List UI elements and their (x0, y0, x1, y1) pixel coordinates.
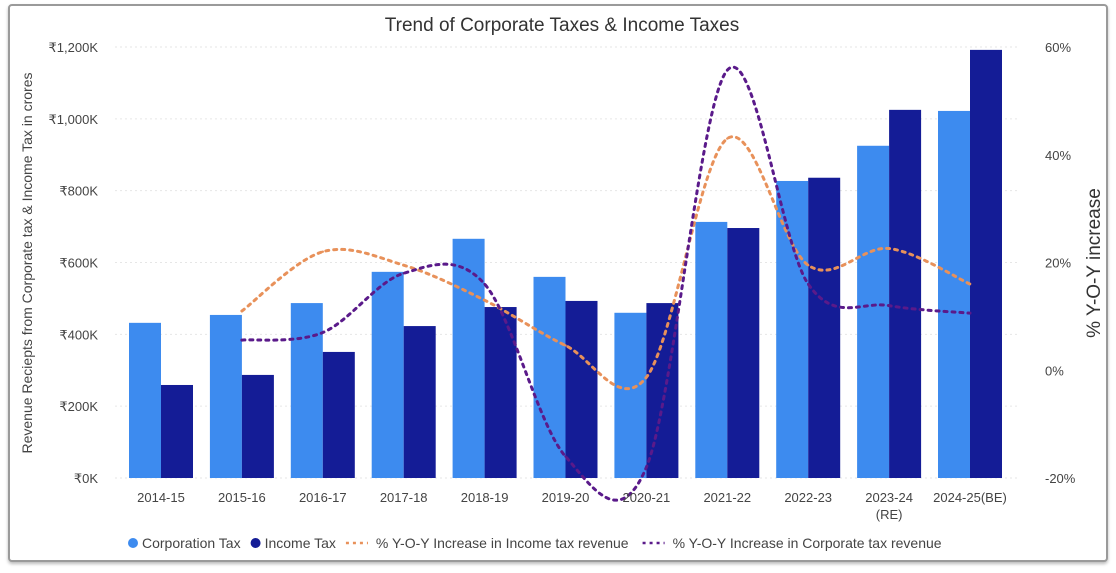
y2-ticks: -20% 0% 20% 40% 60% (1045, 40, 1076, 486)
legend-label: % Y-O-Y Increase in Corporate tax revenu… (673, 535, 942, 551)
bar-corporation-tax (290, 303, 323, 478)
line-point (887, 304, 891, 307)
lines (240, 65, 972, 502)
y2-tick-label: 20% (1045, 256, 1071, 271)
line-point (968, 311, 972, 315)
x-tick-label-line: 2015-16 (218, 490, 266, 505)
line-point (321, 250, 324, 253)
x-tick-label: 2015-16 (218, 490, 266, 505)
x-tick-label-line: 2023-24 (865, 490, 913, 505)
line-point (402, 263, 405, 267)
legend-marker-corporation (128, 538, 138, 548)
x-tick-label-line: (RE) (876, 507, 903, 522)
y-tick-label: ₹400K (59, 327, 98, 342)
bar-income-tax (565, 300, 598, 478)
x-tick-label-line: 2020-21 (623, 490, 671, 505)
y2-tick-label: 40% (1045, 148, 1071, 163)
x-tick-label: 2022-23 (784, 490, 832, 505)
bar-income-tax (808, 177, 841, 478)
line-point (645, 376, 648, 379)
bar-corporation-tax (452, 238, 485, 478)
x-tick-label: 2020-21 (623, 490, 671, 505)
line-point (483, 282, 486, 286)
bar-income-tax (970, 49, 1002, 479)
line-point (321, 331, 324, 334)
x-tick-label-line: 2016-17 (299, 490, 347, 505)
line-point (807, 263, 810, 267)
y-tick-label: ₹800K (59, 184, 98, 199)
line-point (240, 338, 244, 342)
x-tick-label: 2017-18 (380, 490, 428, 505)
bar-corporation-tax (776, 180, 809, 478)
x-tick-label: 2024-25(BE) (933, 490, 1007, 505)
line-point (726, 137, 729, 140)
bar-corporation-tax (857, 145, 890, 479)
bar-corporation-tax (938, 110, 970, 478)
y-tick-label: ₹0K (74, 471, 99, 486)
x-tick-label: 2021-22 (703, 490, 751, 505)
x-tick-label: 2014-15 (137, 490, 185, 505)
bar-corporation-tax (371, 271, 404, 478)
x-tick-label-line: 2017-18 (380, 490, 428, 505)
line-point (240, 309, 244, 313)
bar-income-tax (403, 326, 436, 478)
y-ticks: ₹0K ₹200K ₹400K ₹600K ₹800K ₹1,000K ₹1,200K (49, 40, 99, 486)
bar-income-tax (727, 228, 760, 478)
x-tick-label-line: 2022-23 (784, 490, 832, 505)
line-point (887, 247, 891, 250)
y-axis-label: Revenue Reciepts from Corporate tax & In… (19, 72, 35, 453)
y-tick-label: ₹1,000K (49, 112, 99, 127)
legend-label: % Y-O-Y Increase in Income tax revenue (376, 535, 629, 551)
legend: Corporation Tax Income Tax % Y-O-Y Increas… (128, 535, 942, 551)
legend-label: Corporation Tax (142, 535, 241, 551)
x-tick-label: 2023-24 (RE) (865, 490, 913, 522)
x-tick-label-line: 2021-22 (703, 490, 751, 505)
legend-marker-income (250, 538, 261, 548)
x-tick-label-line: 2024-25(BE) (933, 490, 1007, 505)
y-tick-label: ₹600K (59, 256, 98, 271)
legend-label: Income Tax (265, 535, 336, 551)
x-tick-label: 2018-19 (461, 490, 509, 505)
y2-tick-label: -20% (1045, 471, 1076, 486)
line-point (402, 272, 405, 275)
y2-tick-label: 0% (1045, 363, 1064, 378)
line-point (807, 282, 810, 286)
bars (129, 49, 1002, 479)
chart-title: Trend of Corporate Taxes & Income Taxes (385, 15, 740, 36)
bar-corporation-tax (614, 312, 647, 478)
y-tick-label: ₹200K (59, 399, 98, 414)
bar-income-tax (161, 384, 193, 478)
bar-income-tax (484, 307, 517, 478)
bar-income-tax (322, 351, 355, 478)
line-income-yoy (240, 135, 972, 391)
bar-income-tax (646, 303, 679, 478)
line-point (564, 455, 567, 458)
bar-corporation-tax (533, 276, 566, 478)
x-tick-label-line: 2018-19 (461, 490, 509, 505)
bar-corporation-tax (695, 221, 728, 478)
bar-income-tax (889, 109, 922, 479)
line-point (564, 344, 567, 347)
x-tick-label-line: 2014-15 (137, 490, 185, 505)
line-point (483, 299, 486, 302)
x-tick-label: 2019-20 (542, 490, 590, 505)
x-tick-label-line: 2019-20 (542, 490, 590, 505)
x-ticks: 2014-15 2015-16 2016-17 2017-18 2018-19 2019-… (137, 490, 1007, 522)
y2-tick-label: 60% (1045, 40, 1071, 55)
line-point (726, 68, 729, 72)
line-point (968, 282, 972, 286)
y-tick-label: ₹1,200K (49, 40, 99, 55)
line-point (645, 466, 648, 469)
bar-income-tax (241, 374, 274, 478)
y2-axis-label: % Y-O-Y increase (1084, 188, 1105, 338)
bar-corporation-tax (129, 322, 161, 478)
bar-corporation-tax (209, 314, 242, 478)
x-tick-label: 2016-17 (299, 490, 347, 505)
